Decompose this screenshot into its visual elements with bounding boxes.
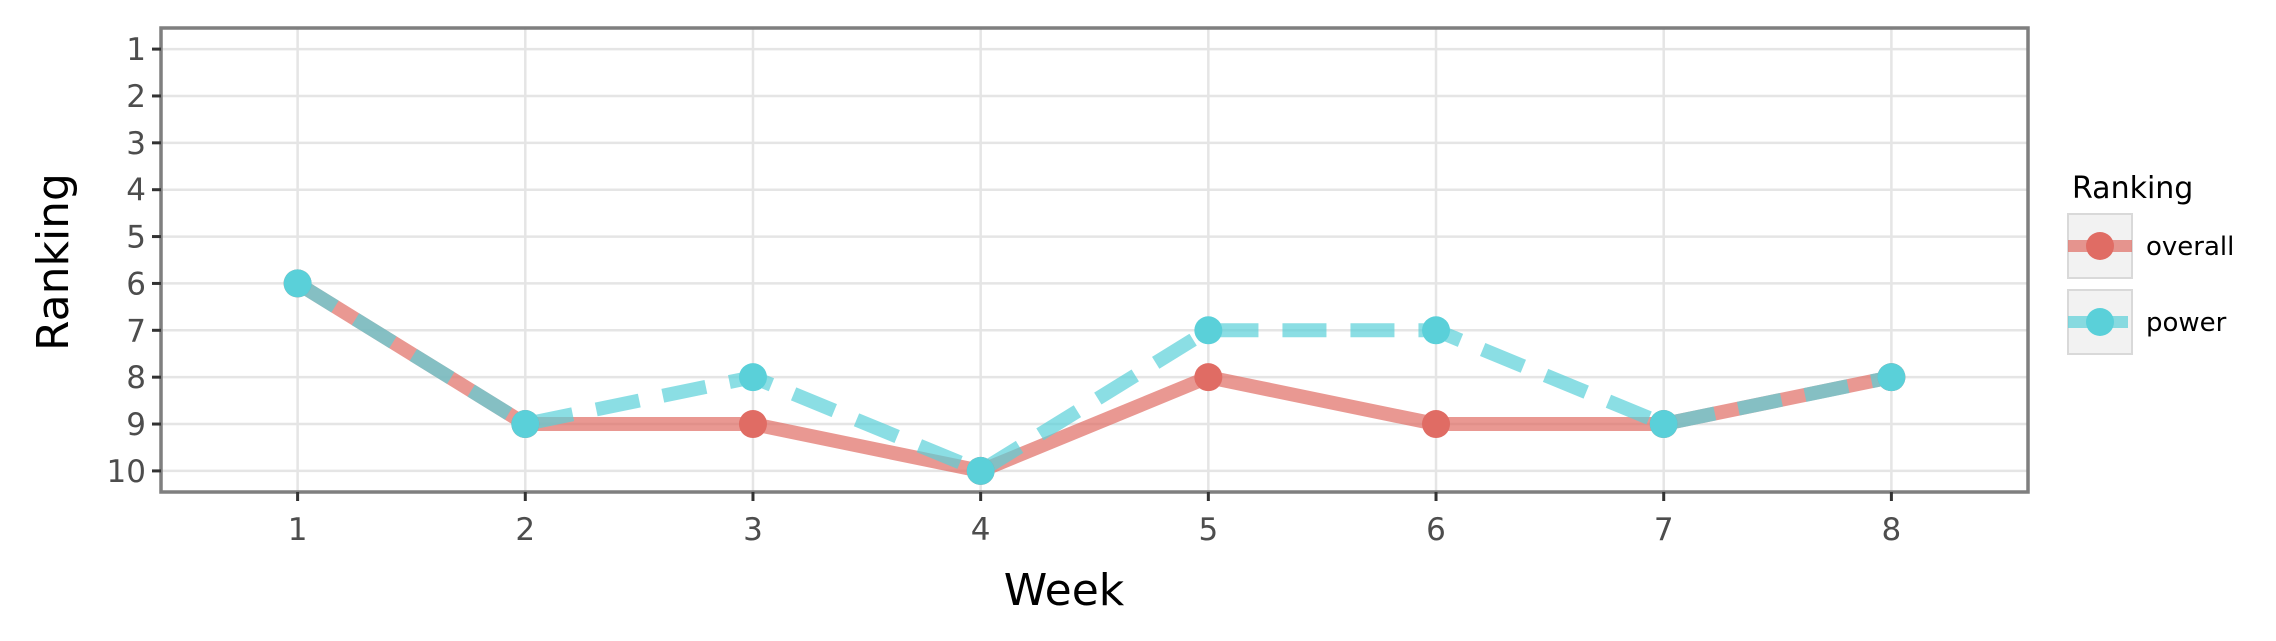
data-point-overall bbox=[738, 410, 767, 439]
legend-item-power: power bbox=[2067, 289, 2227, 355]
y-axis-title: Ranking bbox=[28, 173, 79, 351]
series-line-power bbox=[293, 277, 1893, 478]
x-axis: 1 2 3 4 5 6 7 8 bbox=[288, 492, 1902, 548]
y-tick-label: 2 bbox=[126, 79, 146, 115]
legend-item-overall: overall bbox=[2067, 213, 2234, 279]
panel-border bbox=[159, 26, 2030, 494]
legend-key-point bbox=[2086, 308, 2114, 336]
legend-label: power bbox=[2146, 308, 2227, 338]
legend-key-point bbox=[2086, 232, 2114, 260]
y-tick-label: 5 bbox=[126, 220, 146, 256]
x-axis-title: Week bbox=[1004, 565, 1125, 616]
y-tick-label: 3 bbox=[126, 126, 146, 162]
data-point-overall bbox=[1422, 410, 1451, 439]
y-tick-label: 7 bbox=[126, 313, 146, 349]
y-tick-label: 6 bbox=[126, 266, 146, 302]
plot-panel bbox=[159, 26, 2030, 494]
y-tick-label: 10 bbox=[107, 454, 146, 490]
data-point-power bbox=[1422, 316, 1451, 345]
data-point-power bbox=[511, 410, 540, 439]
legend: Ranking overall power bbox=[2067, 171, 2234, 355]
x-tick-label: 6 bbox=[1426, 512, 1446, 548]
y-tick-label: 8 bbox=[126, 360, 146, 396]
x-tick-label: 4 bbox=[971, 512, 991, 548]
x-tick-label: 7 bbox=[1654, 512, 1674, 548]
data-point-power bbox=[738, 363, 767, 392]
y-tick-label: 1 bbox=[126, 32, 146, 68]
data-point-power bbox=[966, 456, 995, 485]
data-point-overall bbox=[1194, 363, 1223, 392]
y-tick-label: 4 bbox=[126, 173, 146, 209]
series-line-overall bbox=[293, 277, 1893, 478]
data-point-power bbox=[1877, 363, 1906, 392]
y-tick-label: 9 bbox=[126, 407, 146, 443]
legend-title: Ranking bbox=[2072, 171, 2193, 206]
x-tick-label: 8 bbox=[1882, 512, 1902, 548]
y-axis: 1 2 3 4 5 6 7 8 9 10 bbox=[107, 32, 161, 490]
x-tick-label: 1 bbox=[288, 512, 308, 548]
x-tick-label: 2 bbox=[515, 512, 535, 548]
data-point-power bbox=[1194, 316, 1223, 345]
data-point-power bbox=[1649, 410, 1678, 439]
x-tick-label: 5 bbox=[1198, 512, 1218, 548]
legend-label: overall bbox=[2146, 232, 2234, 262]
x-tick-label: 3 bbox=[743, 512, 763, 548]
data-point-power bbox=[283, 269, 312, 298]
